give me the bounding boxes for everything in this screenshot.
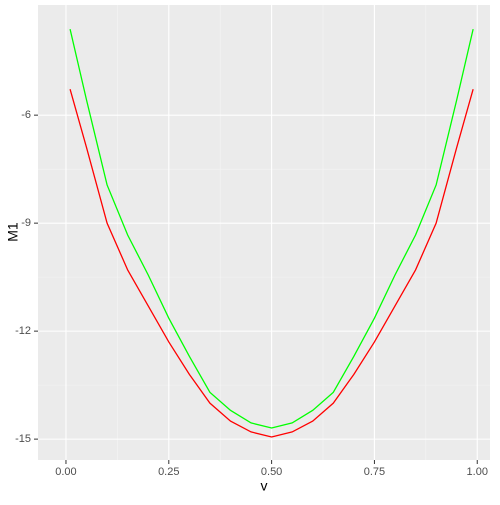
y-tick-label: -9 bbox=[21, 217, 31, 229]
x-axis-title: v bbox=[261, 478, 268, 494]
panel bbox=[38, 5, 490, 460]
x-tick-label: 1.00 bbox=[467, 466, 488, 478]
x-tick-label: 0.75 bbox=[364, 466, 385, 478]
y-axis-title: M1 bbox=[5, 222, 21, 242]
y-tick-label: -12 bbox=[15, 325, 31, 337]
x-tick-label: 0.50 bbox=[261, 466, 282, 478]
y-tick-label: -6 bbox=[21, 109, 31, 121]
x-tick-label: 0.00 bbox=[55, 466, 76, 478]
y-tick-label: -15 bbox=[15, 433, 31, 445]
x-tick-label: 0.25 bbox=[158, 466, 179, 478]
series-line bbox=[69, 28, 474, 429]
series-line bbox=[69, 89, 474, 438]
